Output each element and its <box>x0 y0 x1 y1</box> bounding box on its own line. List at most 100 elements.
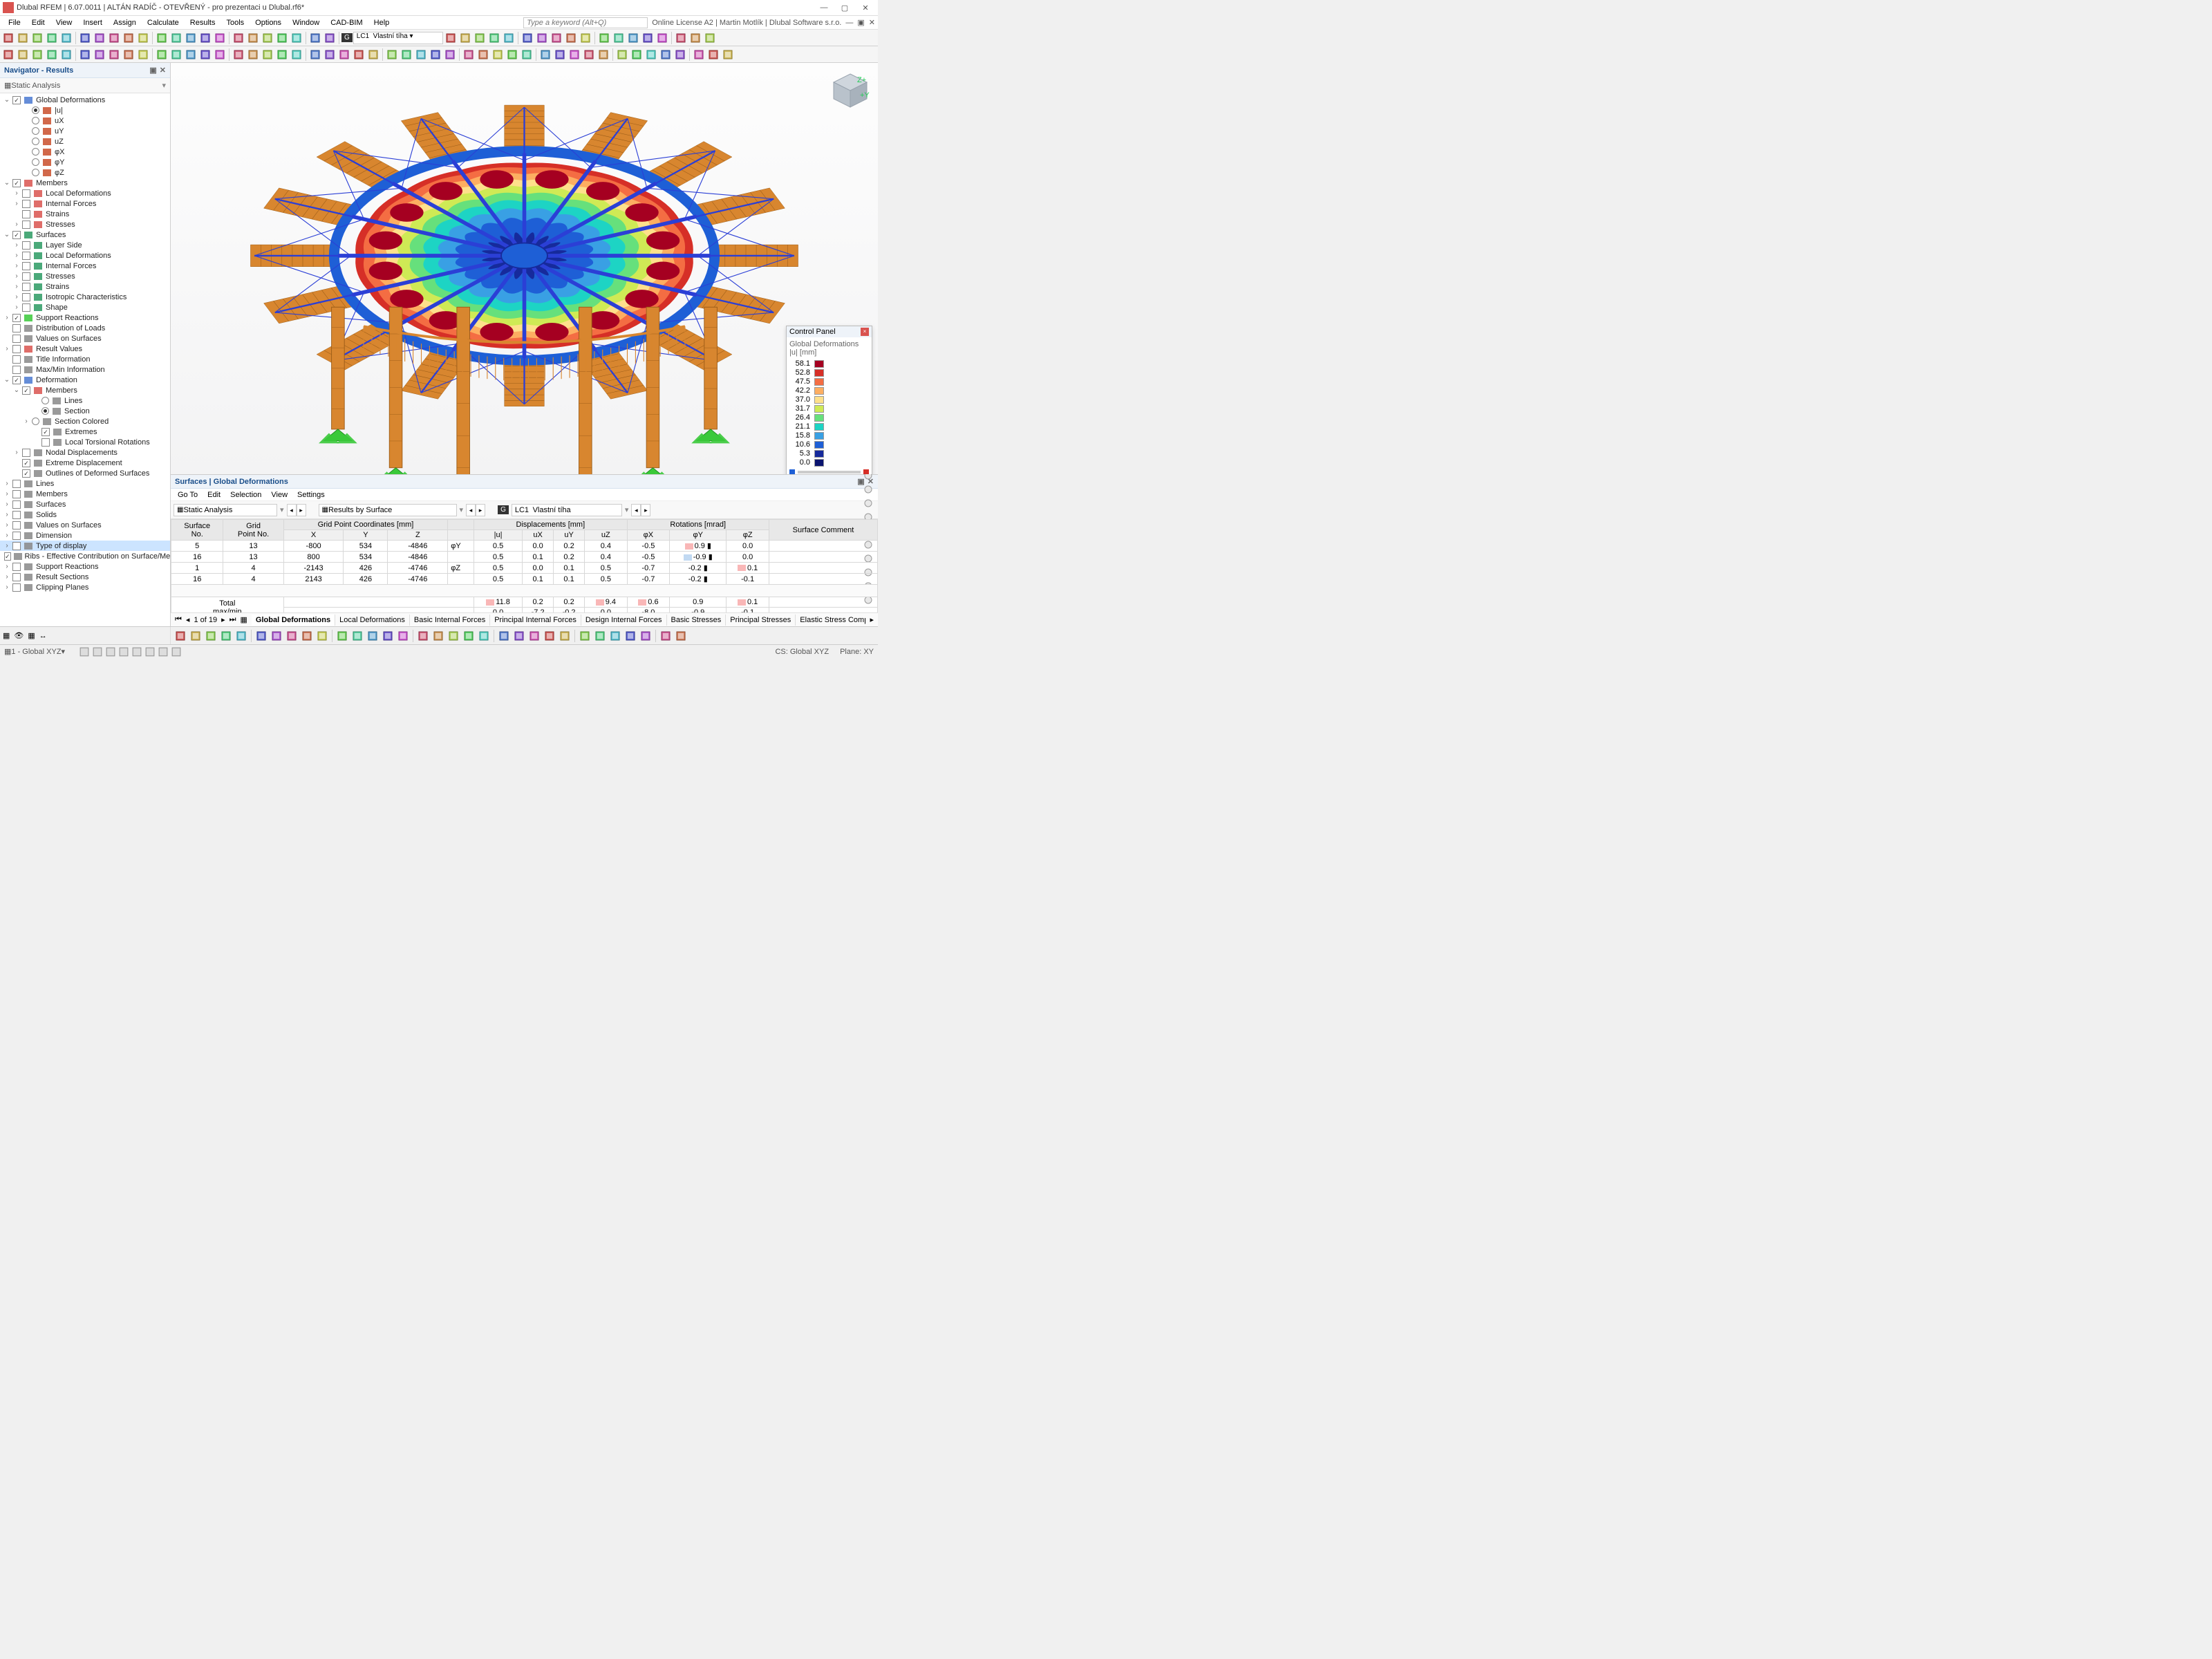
tb2-btn-32[interactable] <box>491 48 505 62</box>
tree-radio[interactable] <box>32 169 39 176</box>
tree-item-24[interactable]: ›Result Values <box>0 344 170 354</box>
tb1b-btn-8[interactable] <box>564 31 578 45</box>
tb1b-btn-0[interactable] <box>444 31 458 45</box>
tb2-btn-8[interactable] <box>122 48 135 62</box>
sb-btn-5[interactable] <box>144 646 156 657</box>
tb2-btn-1[interactable] <box>16 48 30 62</box>
tb2-btn-26[interactable] <box>400 48 413 62</box>
tb2-btn-10[interactable] <box>155 48 169 62</box>
tree-checkbox[interactable] <box>12 376 21 384</box>
tree-item-45[interactable]: ›Support Reactions <box>0 561 170 572</box>
tree-item-6[interactable]: φY <box>0 157 170 167</box>
tree-item-30[interactable]: Section <box>0 406 170 416</box>
results-menu-settings[interactable]: Settings <box>293 490 329 500</box>
tb2-btn-12[interactable] <box>184 48 198 62</box>
maximize-button[interactable]: ▢ <box>835 1 854 15</box>
ftb-btn-31[interactable] <box>674 629 688 643</box>
tb1b-btn-6[interactable] <box>535 31 549 45</box>
next-page-button[interactable]: ▸ <box>221 615 225 624</box>
scroll-tabs-button[interactable]: ▸ <box>865 615 878 624</box>
menu-calculate[interactable]: Calculate <box>142 17 185 28</box>
tb1-btn-14[interactable] <box>213 31 227 45</box>
tree-item-47[interactable]: ›Clipping Planes <box>0 582 170 592</box>
tree-item-42[interactable]: ›Dimension <box>0 530 170 541</box>
tb2-btn-13[interactable] <box>198 48 212 62</box>
tb1b-btn-5[interactable] <box>521 31 534 45</box>
tree-checkbox[interactable] <box>41 428 50 436</box>
tree-item-31[interactable]: ›Section Colored <box>0 416 170 427</box>
tree-checkbox[interactable] <box>22 252 30 260</box>
prev-by-button[interactable]: ◂ <box>466 504 476 516</box>
tree-item-23[interactable]: Values on Surfaces <box>0 333 170 344</box>
tree-item-37[interactable]: ›Lines <box>0 478 170 489</box>
tree-item-39[interactable]: ›Surfaces <box>0 499 170 509</box>
ftb-btn-28[interactable] <box>624 629 637 643</box>
prev-analysis-button[interactable]: ◂ <box>287 504 297 516</box>
tree-checkbox[interactable] <box>12 231 21 239</box>
tb1-btn-8[interactable] <box>122 31 135 45</box>
ftb-btn-25[interactable] <box>578 629 592 643</box>
tb1-btn-1[interactable] <box>16 31 30 45</box>
tb2-btn-27[interactable] <box>414 48 428 62</box>
tree-item-17[interactable]: ›Stresses <box>0 271 170 281</box>
result-tab-7[interactable]: Elastic Stress Components <box>796 615 865 626</box>
tree-checkbox[interactable] <box>12 521 21 529</box>
tree-checkbox[interactable] <box>22 386 30 395</box>
sb-btn-4[interactable] <box>131 646 142 657</box>
result-tab-6[interactable]: Principal Stresses <box>726 615 796 626</box>
tb1-btn-17[interactable] <box>261 31 274 45</box>
mdi-max-icon[interactable]: ▣ <box>857 18 864 27</box>
ftb-btn-7[interactable] <box>285 629 299 643</box>
tb1b-btn-7[interactable] <box>550 31 563 45</box>
tree-radio[interactable] <box>32 106 39 114</box>
tb2-btn-31[interactable] <box>476 48 490 62</box>
nav-close-icon[interactable]: ✕ <box>160 66 166 75</box>
result-tab-1[interactable]: Local Deformations <box>335 615 410 626</box>
tb1-btn-0[interactable] <box>1 31 15 45</box>
ftb-btn-23[interactable] <box>543 629 556 643</box>
tree-checkbox[interactable] <box>22 241 30 250</box>
tb2-btn-17[interactable] <box>261 48 274 62</box>
tree-checkbox[interactable] <box>22 303 30 312</box>
ftb-btn-22[interactable] <box>527 629 541 643</box>
tree-item-4[interactable]: uZ <box>0 136 170 147</box>
ftb-btn-19[interactable] <box>477 629 491 643</box>
tree-checkbox[interactable] <box>12 542 21 550</box>
tree-item-5[interactable]: φX <box>0 147 170 157</box>
tree-radio[interactable] <box>41 407 49 415</box>
menu-file[interactable]: File <box>3 17 26 28</box>
ftb-btn-24[interactable] <box>558 629 572 643</box>
tb1b-btn-10[interactable] <box>597 31 611 45</box>
tree-checkbox[interactable] <box>12 96 21 104</box>
sb-btn-6[interactable] <box>158 646 169 657</box>
sb-btn-0[interactable] <box>79 646 90 657</box>
sb-btn-7[interactable] <box>171 646 182 657</box>
menu-help[interactable]: Help <box>368 17 395 28</box>
tree-item-38[interactable]: ›Members <box>0 489 170 499</box>
tree-checkbox[interactable] <box>12 355 21 364</box>
tree-checkbox[interactable] <box>22 449 30 457</box>
tb1-btn-4[interactable] <box>59 31 73 45</box>
tb2-btn-37[interactable] <box>568 48 581 62</box>
tb2-btn-35[interactable] <box>538 48 552 62</box>
tree-item-41[interactable]: ›Values on Surfaces <box>0 520 170 530</box>
tree-item-44[interactable]: Ribs - Effective Contribution on Surface… <box>0 551 170 561</box>
tb1-btn-11[interactable] <box>169 31 183 45</box>
tb2-btn-0[interactable] <box>1 48 15 62</box>
tree-checkbox[interactable] <box>41 438 50 447</box>
results-table[interactable]: SurfaceNo.GridPoint No.Grid Point Coordi… <box>171 519 878 612</box>
tree-item-18[interactable]: ›Strains <box>0 281 170 292</box>
tree-item-7[interactable]: φZ <box>0 167 170 178</box>
ftb-btn-14[interactable] <box>396 629 410 643</box>
ftb-btn-1[interactable] <box>189 629 203 643</box>
results-analysis-select[interactable]: ▦ Static Analysis <box>174 504 277 516</box>
tb1-btn-15[interactable] <box>232 31 245 45</box>
eye-icon[interactable]: 👁 <box>14 631 24 640</box>
tb1-btn-9[interactable] <box>136 31 150 45</box>
tree-checkbox[interactable] <box>12 345 21 353</box>
tree-item-33[interactable]: Local Torsional Rotations <box>0 437 170 447</box>
result-tab-2[interactable]: Basic Internal Forces <box>410 615 490 626</box>
tb2-btn-40[interactable] <box>615 48 629 62</box>
tree-checkbox[interactable] <box>22 221 30 229</box>
tree-checkbox[interactable] <box>12 573 21 581</box>
